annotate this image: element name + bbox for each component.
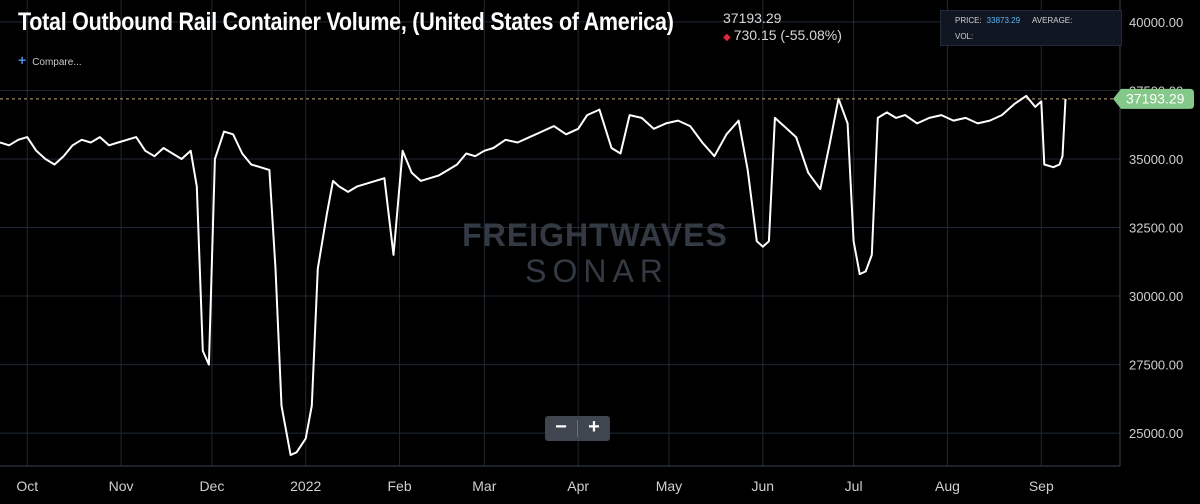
change-text: 730.15 (-55.08%) — [733, 27, 842, 43]
x-tick-label: Mar — [472, 478, 496, 494]
price-info-box: PRICE: 33873.29 AVERAGE: VOL: — [940, 10, 1122, 46]
x-tick-label: Aug — [935, 478, 960, 494]
vol-label: VOL: — [955, 32, 974, 41]
series-line — [0, 94, 1067, 456]
last-value-tag-text: 37193.29 — [1126, 90, 1185, 106]
axes: 25000.00 27500.00 30000.00 32500.00 35000.00… — [0, 0, 1183, 494]
price-value: 33873.29 — [986, 16, 1021, 25]
watermark-line1: FREIGHTWAVES — [462, 217, 728, 253]
y-tick-label: 25000.00 — [1129, 426, 1183, 441]
zoom-control: − + — [545, 416, 610, 441]
y-tick-label: 35000.00 — [1129, 152, 1183, 167]
x-tick-label: Jun — [752, 478, 775, 494]
zoom-out-button[interactable]: − — [555, 416, 567, 438]
x-tick-label: Jul — [845, 478, 863, 494]
zoom-in-button[interactable]: + — [588, 416, 600, 438]
price-label: PRICE: — [955, 16, 982, 25]
chart-grid — [0, 0, 1120, 466]
freightwaves-sonar-watermark: FREIGHTWAVES SONAR — [462, 217, 728, 289]
y-tick-label: 32500.00 — [1129, 221, 1183, 236]
plus-icon: + — [18, 52, 27, 68]
last-value-tag: 37193.29 — [1113, 88, 1194, 109]
x-tick-label: Nov — [109, 478, 134, 494]
x-tick-label: Sep — [1029, 478, 1054, 494]
x-tick-label: May — [656, 478, 682, 494]
series-layer — [0, 94, 1067, 456]
last-value: 37193.29 — [723, 10, 782, 26]
x-tick-label: Oct — [16, 478, 38, 494]
watermark-line2: SONAR — [525, 253, 669, 289]
down-arrow-icon: ◆ — [723, 32, 731, 43]
zoom-divider — [577, 420, 578, 437]
last-value-tag-shape — [1113, 88, 1194, 109]
average-label: AVERAGE: — [1032, 16, 1073, 25]
compare-label: Compare... — [32, 57, 82, 68]
page-title: Total Outbound Rail Container Volume, (U… — [18, 8, 674, 36]
y-tick-label: 40000.00 — [1129, 15, 1183, 30]
compare-button[interactable]: + Compare... — [18, 52, 82, 68]
change-value: ◆ 730.15 (-55.08%) — [723, 27, 842, 43]
x-tick-label: Feb — [388, 478, 412, 494]
y-tick-label: 30000.00 — [1129, 289, 1183, 304]
x-tick-label: Dec — [199, 478, 224, 494]
x-tick-label: Apr — [567, 478, 589, 494]
y-tick-label: 27500.00 — [1129, 358, 1183, 373]
x-tick-label: 2022 — [290, 478, 321, 494]
